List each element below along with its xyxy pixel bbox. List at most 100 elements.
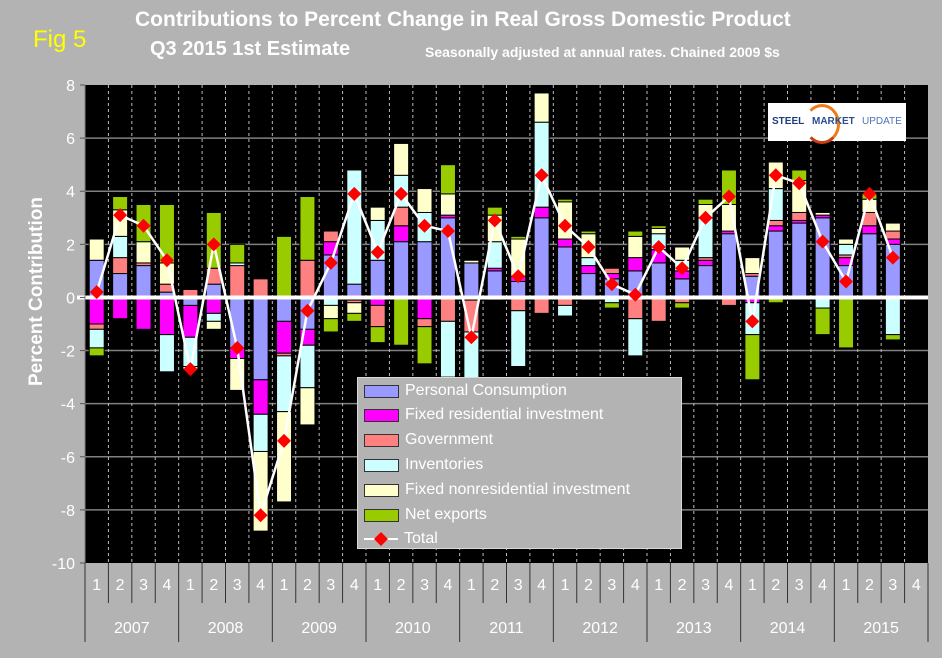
bar-segment	[791, 211, 808, 221]
total-point	[675, 261, 690, 276]
bar-segment	[697, 198, 714, 205]
x-quarter-label: 1	[467, 577, 476, 594]
x-year-label: 2008	[208, 620, 244, 637]
bar-segment	[88, 323, 105, 330]
legend-swatch	[364, 508, 399, 522]
bar-segment	[229, 265, 246, 298]
total-point	[628, 287, 643, 302]
x-quarter-label: 2	[490, 577, 499, 594]
x-quarter-label: 3	[795, 577, 804, 594]
y-tick-label: -2	[61, 344, 75, 361]
bar-segment	[533, 296, 550, 314]
total-point	[394, 186, 409, 201]
total-point	[347, 186, 362, 201]
bar-segment	[393, 296, 410, 346]
bar-segment	[767, 230, 784, 298]
x-quarter-label: 1	[748, 577, 757, 594]
chart-note: Seasonally adjusted at annual rates. Cha…	[425, 44, 780, 60]
x-quarter-label: 3	[514, 577, 523, 594]
bar-segment	[276, 355, 293, 413]
total-point	[136, 218, 151, 233]
bar-segment	[814, 307, 831, 336]
total-marker-icon	[364, 532, 398, 546]
steel-market-update-logo: STEEL MARKET UPDATE	[768, 103, 906, 144]
bar-segment	[439, 320, 456, 378]
total-point	[277, 433, 292, 448]
bar-segment	[767, 225, 784, 232]
x-quarter-label: 2	[771, 577, 780, 594]
x-quarter-label: 1	[654, 577, 663, 594]
y-tick-label: -6	[61, 450, 75, 467]
x-year-label: 2011	[489, 620, 524, 637]
bar-segment	[205, 320, 222, 330]
x-quarter-label: 1	[561, 577, 570, 594]
bar-segment	[557, 304, 574, 317]
total-point	[487, 213, 502, 228]
bar-segment	[510, 310, 527, 367]
bar-segment	[252, 296, 269, 381]
total-point	[253, 508, 268, 523]
x-year-label: 2013	[676, 620, 712, 637]
bar-segment	[510, 281, 527, 298]
x-quarter-label: 1	[373, 577, 382, 594]
bar-segment	[627, 230, 644, 237]
x-quarter-label: 2	[865, 577, 874, 594]
legend-swatch	[364, 384, 399, 398]
logo-swoosh-icon	[804, 104, 840, 144]
bar-segment	[884, 296, 901, 336]
x-year-label: 2009	[301, 620, 337, 637]
bar-segment	[791, 222, 808, 298]
bar-segment	[346, 169, 363, 285]
legend-item-net-exports: Net exports	[364, 505, 487, 525]
total-point	[206, 237, 221, 252]
bar-segment	[416, 296, 433, 320]
x-quarter-label: 3	[701, 577, 710, 594]
total-point	[183, 362, 198, 377]
bar-segment	[861, 233, 878, 298]
total-point	[651, 239, 666, 254]
bar-segment	[580, 265, 597, 275]
bar-segment	[510, 235, 527, 240]
total-point	[768, 168, 783, 183]
total-point	[862, 186, 877, 201]
y-tick-label: 8	[66, 78, 75, 95]
bar-segment	[463, 259, 480, 264]
figure-label: Fig 5	[33, 26, 87, 53]
chart-subtitle: Q3 2015 1st Estimate	[150, 38, 351, 60]
x-quarter-label: 3	[139, 577, 148, 594]
legend-label: Total	[404, 530, 438, 547]
legend-item-fixed-nonresidential: Fixed nonresidential investment	[364, 480, 630, 500]
bar-segment	[393, 241, 410, 298]
bar-segment	[439, 164, 456, 195]
legend-label: Net exports	[405, 506, 487, 523]
bar-segment	[697, 259, 714, 267]
bar-segment	[580, 230, 597, 235]
bar-segment	[744, 334, 761, 381]
bar-segment	[369, 259, 386, 298]
bar-segment	[252, 413, 269, 452]
bar-segment	[533, 206, 550, 219]
bar-segment	[276, 411, 293, 503]
bar-segment	[299, 196, 316, 261]
total-point	[230, 340, 245, 355]
bar-segment	[276, 296, 293, 322]
bar-segment	[322, 230, 339, 243]
total-point	[839, 274, 854, 289]
legend-label: Fixed nonresidential investment	[405, 481, 631, 498]
total-point	[698, 210, 713, 225]
x-quarter-label: 4	[912, 577, 921, 594]
x-quarter-label: 3	[607, 577, 616, 594]
bar-segment	[205, 296, 222, 314]
logo-word-update: UPDATE	[862, 116, 902, 127]
legend-item-fixed-residential: Fixed residential investment	[364, 405, 603, 425]
bar-segment	[884, 230, 901, 240]
total-point	[464, 330, 479, 345]
x-quarter-label: 4	[444, 577, 453, 594]
legend-item-personal-consumption: Personal Consumption	[364, 381, 567, 401]
total-line	[89, 168, 900, 523]
bar-segment	[158, 296, 175, 336]
bar-segment	[557, 238, 574, 248]
bar-segment	[369, 206, 386, 221]
total-point	[370, 245, 385, 260]
bar-segment	[88, 328, 105, 349]
